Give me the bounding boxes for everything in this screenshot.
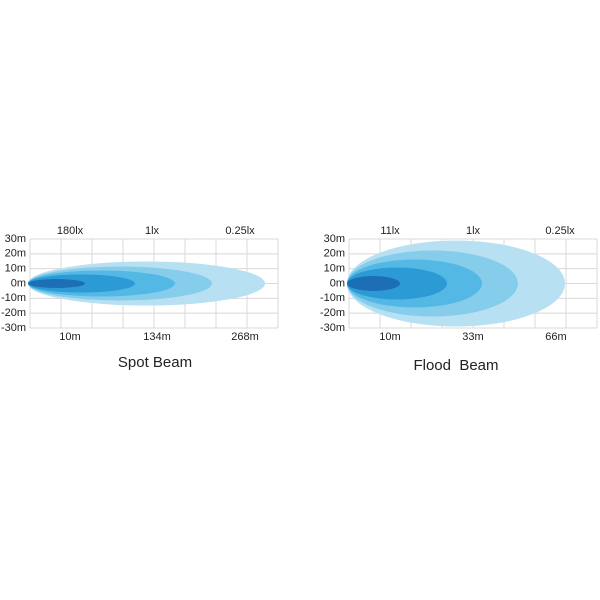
y-label: 30m	[5, 233, 26, 245]
distance-label: 33m	[462, 331, 483, 343]
y-label: 0m	[11, 277, 26, 289]
distance-label: 10m	[59, 331, 80, 343]
lux-label: 0.25lx	[545, 225, 575, 237]
y-label: -10m	[320, 292, 345, 304]
y-label: 30m	[324, 233, 345, 245]
distance-label: 10m	[379, 331, 400, 343]
y-label: -20m	[320, 307, 345, 319]
lux-label: 1lx	[466, 225, 481, 237]
distance-label: 66m	[545, 331, 566, 343]
y-label: -30m	[1, 322, 26, 334]
y-label: -30m	[320, 322, 345, 334]
distance-label: 134m	[143, 331, 171, 343]
y-label: 20m	[5, 248, 26, 260]
lux-label: 0.25lx	[225, 225, 255, 237]
y-label: -10m	[1, 292, 26, 304]
y-label: 0m	[330, 277, 345, 289]
beam-zone	[347, 276, 400, 291]
lux-label: 1lx	[145, 225, 160, 237]
panel-title: Flood Beam	[413, 357, 498, 374]
y-label: 10m	[5, 263, 26, 275]
lux-label: 180lx	[57, 225, 84, 237]
y-label: 20m	[324, 248, 345, 260]
beam-zone	[28, 279, 85, 288]
y-label: -20m	[1, 307, 26, 319]
lux-label: 11lx	[380, 225, 400, 237]
panel-title: Spot Beam	[118, 354, 192, 371]
y-label: 10m	[324, 263, 345, 275]
distance-label: 268m	[231, 331, 259, 343]
